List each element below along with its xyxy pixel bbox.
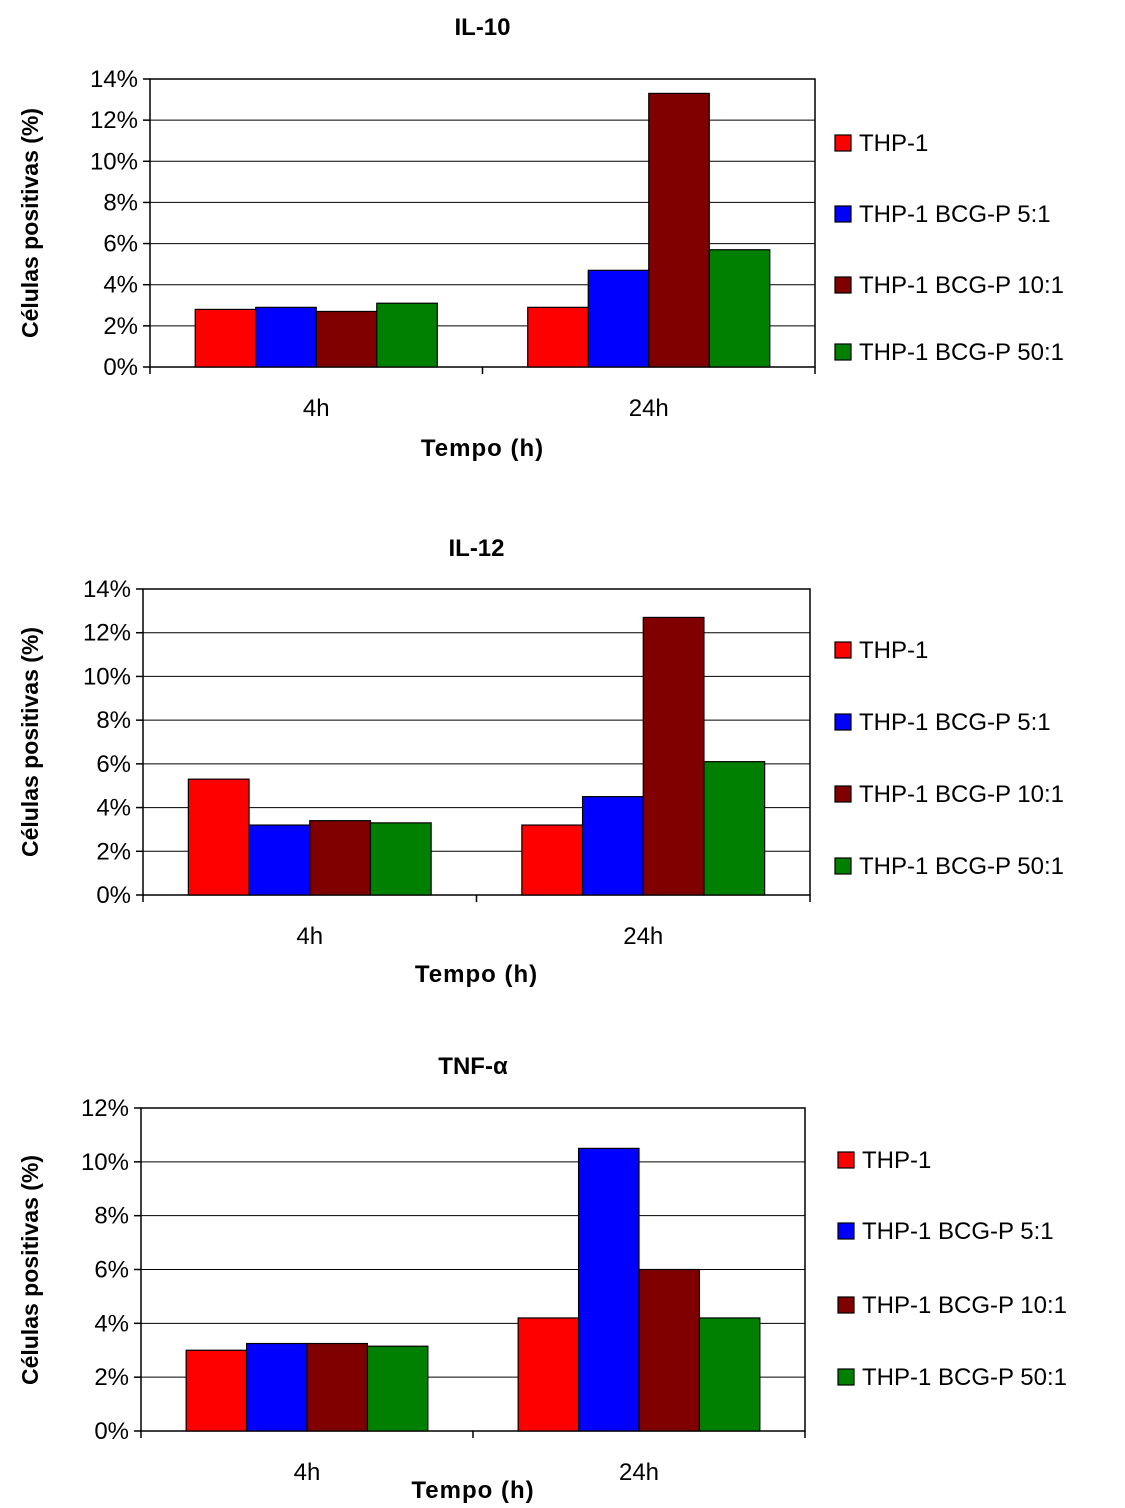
legend-label: THP-1 — [859, 637, 928, 664]
y-tick-label: 6% — [96, 751, 131, 778]
bar — [703, 761, 766, 896]
legend-swatch — [834, 857, 852, 875]
y-tick-label: 8% — [96, 707, 131, 734]
bar — [309, 820, 372, 896]
bar — [648, 92, 710, 368]
legend-swatch — [834, 343, 852, 361]
y-tick-label: 0% — [94, 1418, 129, 1445]
chart-0: IL-10 0% 2% 4% 6% 8% 10% 12% 14% 4h 24h Tempo (h) Cé… — [17, 14, 1064, 462]
legend-swatch — [834, 134, 852, 152]
y-tick-label: 2% — [96, 838, 131, 865]
legend-label: THP-1 BCG-P 10:1 — [862, 1292, 1067, 1319]
bar — [315, 310, 378, 368]
y-tick-label: 14% — [90, 66, 138, 93]
x-axis-label: Tempo (h) — [421, 435, 544, 462]
chart-2: TNF-α 0% 2% 4% 6% 8% 10% 12% 4h 24h Tempo (h) Célul… — [17, 1053, 1067, 1504]
y-tick-label: 10% — [90, 148, 138, 175]
bar — [698, 1317, 761, 1432]
y-tick-label: 12% — [90, 107, 138, 134]
legend-label: THP-1 BCG-P 10:1 — [859, 272, 1064, 299]
y-tick-label: 8% — [94, 1203, 129, 1230]
y-axis-label: Células positivas (%) — [17, 108, 43, 338]
bar — [517, 1317, 580, 1432]
x-axis-label: Tempo (h) — [411, 1477, 534, 1504]
legend-label: THP-1 — [862, 1147, 931, 1174]
legend-swatch — [837, 1222, 855, 1240]
legend-label: THP-1 BCG-P 50:1 — [862, 1364, 1067, 1391]
chart-title: TNF-α — [438, 1053, 508, 1080]
bar — [306, 1342, 369, 1432]
legend-label: THP-1 BCG-P 5:1 — [862, 1218, 1054, 1245]
bar — [642, 616, 705, 896]
bar — [376, 302, 438, 368]
x-tick-label: 4h — [303, 395, 330, 422]
legend-label: THP-1 BCG-P 50:1 — [859, 853, 1064, 880]
y-tick-label: 12% — [83, 620, 131, 647]
legend-label: THP-1 BCG-P 10:1 — [859, 781, 1064, 808]
y-tick-label: 6% — [94, 1257, 129, 1284]
legend-swatch — [834, 205, 852, 223]
x-tick-label: 4h — [294, 1459, 321, 1486]
legend-swatch — [837, 1296, 855, 1314]
bar — [369, 822, 432, 896]
y-tick-label: 10% — [83, 663, 131, 690]
y-tick-label: 4% — [103, 272, 138, 299]
y-tick-label: 10% — [81, 1149, 129, 1176]
bar — [194, 308, 257, 368]
legend-label: THP-1 BCG-P 50:1 — [859, 339, 1064, 366]
x-tick-label: 24h — [629, 395, 669, 422]
bar — [638, 1268, 701, 1432]
legend-label: THP-1 BCG-P 5:1 — [859, 201, 1051, 228]
y-tick-label: 8% — [103, 189, 138, 216]
x-tick-label: 24h — [623, 923, 663, 950]
bar — [587, 269, 650, 368]
y-tick-label: 2% — [103, 313, 138, 340]
y-tick-label: 2% — [94, 1364, 129, 1391]
bar — [521, 824, 584, 896]
x-tick-label: 24h — [619, 1459, 659, 1486]
bar — [527, 306, 589, 368]
legend-swatch — [834, 785, 852, 803]
bar — [255, 306, 317, 368]
bar — [577, 1147, 640, 1432]
y-tick-label: 0% — [103, 354, 138, 381]
legend-swatch — [837, 1368, 855, 1386]
legend-label: THP-1 BCG-P 5:1 — [859, 709, 1051, 736]
x-axis-label: Tempo (h) — [415, 961, 538, 988]
bar — [245, 1342, 308, 1432]
x-tick-label: 4h — [296, 923, 323, 950]
y-axis-label: Células positivas (%) — [17, 627, 43, 857]
chart-1: IL-12 0% 2% 4% 6% 8% 10% 12% 14% 4h 24h Tempo (h) Cé… — [17, 535, 1064, 988]
legend-swatch — [837, 1151, 855, 1169]
y-tick-label: 14% — [83, 576, 131, 603]
y-tick-label: 4% — [94, 1310, 129, 1337]
legend-label: THP-1 — [859, 130, 928, 157]
bar — [187, 778, 250, 896]
legend-swatch — [834, 641, 852, 659]
y-tick-label: 6% — [103, 231, 138, 258]
legend-swatch — [834, 713, 852, 731]
bar — [708, 249, 771, 368]
chart-title: IL-10 — [454, 14, 510, 41]
bar — [581, 796, 644, 896]
bar — [185, 1349, 248, 1432]
y-axis-label: Células positivas (%) — [17, 1155, 43, 1385]
bar — [248, 824, 311, 896]
legend-swatch — [834, 276, 852, 294]
y-tick-label: 4% — [96, 795, 131, 822]
y-tick-label: 12% — [81, 1095, 129, 1122]
y-tick-label: 0% — [96, 882, 131, 909]
bar — [366, 1345, 429, 1432]
chart-title: IL-12 — [448, 535, 504, 562]
